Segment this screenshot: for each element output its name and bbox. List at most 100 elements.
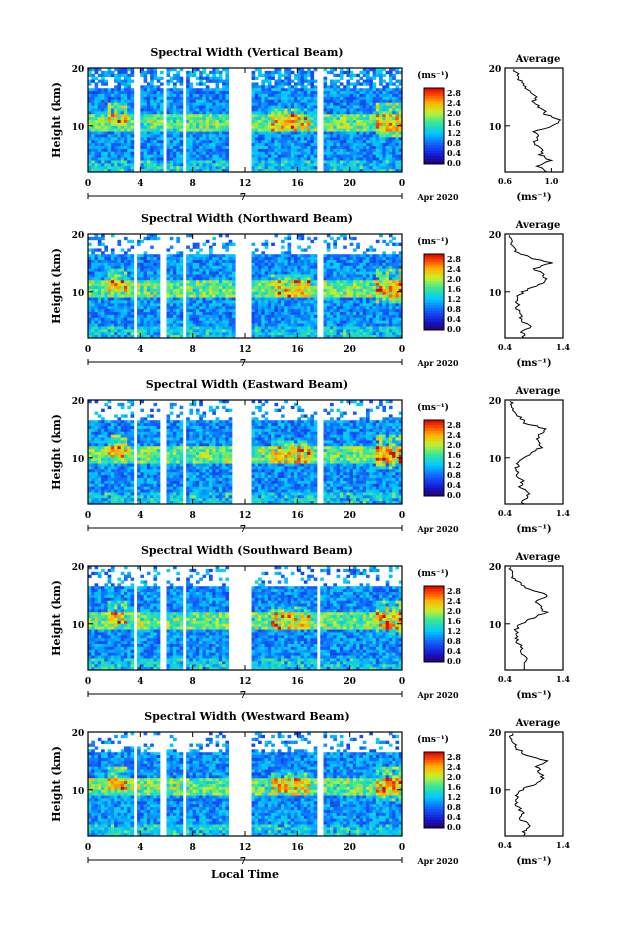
heatmap-cell: [189, 283, 193, 286]
heatmap-cell: [196, 158, 200, 161]
heatmap-cell: [343, 312, 347, 315]
heatmap-cell: [271, 114, 275, 117]
heatmap-cell: [252, 289, 256, 292]
heatmap-cell: [337, 146, 341, 149]
heatmap-cell: [232, 243, 236, 246]
heatmap-cell: [209, 114, 213, 117]
heatmap-cell: [327, 246, 331, 249]
heatmap-cell: [297, 295, 301, 298]
heatmap-cell: [392, 143, 396, 146]
heatmap-cell: [193, 137, 197, 140]
heatmap-cell: [140, 274, 144, 277]
heatmap-cell: [170, 280, 174, 283]
heatmap-cell: [206, 77, 210, 80]
heatmap-cell: [350, 160, 354, 163]
heatmap-cell: [314, 332, 318, 335]
heatmap-cell: [147, 286, 151, 289]
heatmap-cell: [307, 103, 311, 106]
heatmap-cell: [268, 283, 272, 286]
heatmap-cell: [117, 94, 121, 97]
heatmap-cell: [265, 266, 269, 269]
heatmap-cell: [366, 137, 370, 140]
heatmap-cell: [91, 146, 95, 149]
heatmap-cell: [147, 94, 151, 97]
heatmap-cell: [193, 303, 197, 306]
heatmap-cell: [327, 71, 331, 74]
heatmap-cell: [288, 88, 292, 91]
heatmap-cell: [268, 158, 272, 161]
heatmap-cell: [389, 103, 393, 106]
heatmap-cell: [278, 286, 282, 289]
heatmap-cell: [281, 155, 285, 158]
heatmap-cell: [281, 100, 285, 103]
heatmap-cell: [395, 163, 399, 166]
heatmap-cell: [225, 146, 229, 149]
heatmap-cell: [324, 123, 328, 126]
heatmap-cell: [310, 117, 314, 120]
heatmap-cell: [114, 85, 118, 88]
heatmap-cell: [157, 155, 161, 158]
heatmap-cell: [144, 163, 148, 166]
heatmap-cell: [343, 152, 347, 155]
heatmap-cell: [386, 158, 390, 161]
heatmap-cell: [265, 166, 269, 169]
heatmap-cell: [127, 108, 131, 111]
heatmap-cell: [157, 77, 161, 80]
heatmap-cell: [324, 315, 328, 318]
heatmap-cell: [167, 134, 171, 137]
heatmap-cell: [252, 85, 256, 88]
heatmap-cell: [127, 74, 131, 77]
heatmap-cell: [346, 74, 350, 77]
heatmap-cell: [340, 329, 344, 332]
heatmap-cell: [140, 163, 144, 166]
heatmap-cell: [117, 274, 121, 277]
heatmap-cell: [147, 163, 151, 166]
heatmap-cell: [150, 292, 154, 295]
heatmap-cell: [180, 321, 184, 324]
colorbar-segment: [424, 102, 444, 105]
heatmap-cell: [153, 324, 157, 327]
heatmap-cell: [212, 140, 216, 143]
heatmap-cell: [369, 152, 373, 155]
heatmap-cell: [359, 137, 363, 140]
heatmap-cell: [180, 292, 184, 295]
heatmap-cell: [382, 111, 386, 114]
heatmap-cell: [281, 315, 285, 318]
heatmap-cell: [232, 254, 236, 257]
heatmap-cell: [206, 263, 210, 266]
heatmap-cell: [255, 146, 259, 149]
heatmap-cell: [288, 140, 292, 143]
heatmap-cell: [108, 106, 112, 109]
heatmap-cell: [150, 283, 154, 286]
heatmap-cell: [114, 163, 118, 166]
heatmap-cell: [288, 283, 292, 286]
heatmap-cell: [278, 143, 282, 146]
heatmap-cell: [121, 158, 125, 161]
heatmap-cell: [314, 272, 318, 275]
colorbar-segment: [424, 99, 444, 102]
heatmap-cell: [340, 100, 344, 103]
heatmap-cell: [366, 155, 370, 158]
heatmap-cell: [196, 315, 200, 318]
heatmap-cell: [343, 257, 347, 260]
heatmap-cell: [101, 300, 105, 303]
heatmap-cell: [206, 283, 210, 286]
heatmap-cell: [137, 272, 141, 275]
heatmap-cell: [379, 158, 383, 161]
heatmap-cell: [150, 126, 154, 129]
heatmap-cell: [117, 309, 121, 312]
heatmap-cell: [324, 263, 328, 266]
heatmap-cell: [147, 120, 151, 123]
heatmap-cell: [108, 286, 112, 289]
heatmap-cell: [261, 309, 265, 312]
heatmap-cell: [327, 274, 331, 277]
heatmap-cell: [297, 71, 301, 74]
heatmap-cell: [278, 120, 282, 123]
heatmap-cell: [271, 332, 275, 335]
heatmap-cell: [258, 94, 262, 97]
heatmap-cell: [170, 77, 174, 80]
heatmap-cell: [297, 134, 301, 137]
heatmap-cell: [101, 263, 105, 266]
heatmap-cell: [291, 132, 295, 135]
heatmap-cell: [379, 117, 383, 120]
